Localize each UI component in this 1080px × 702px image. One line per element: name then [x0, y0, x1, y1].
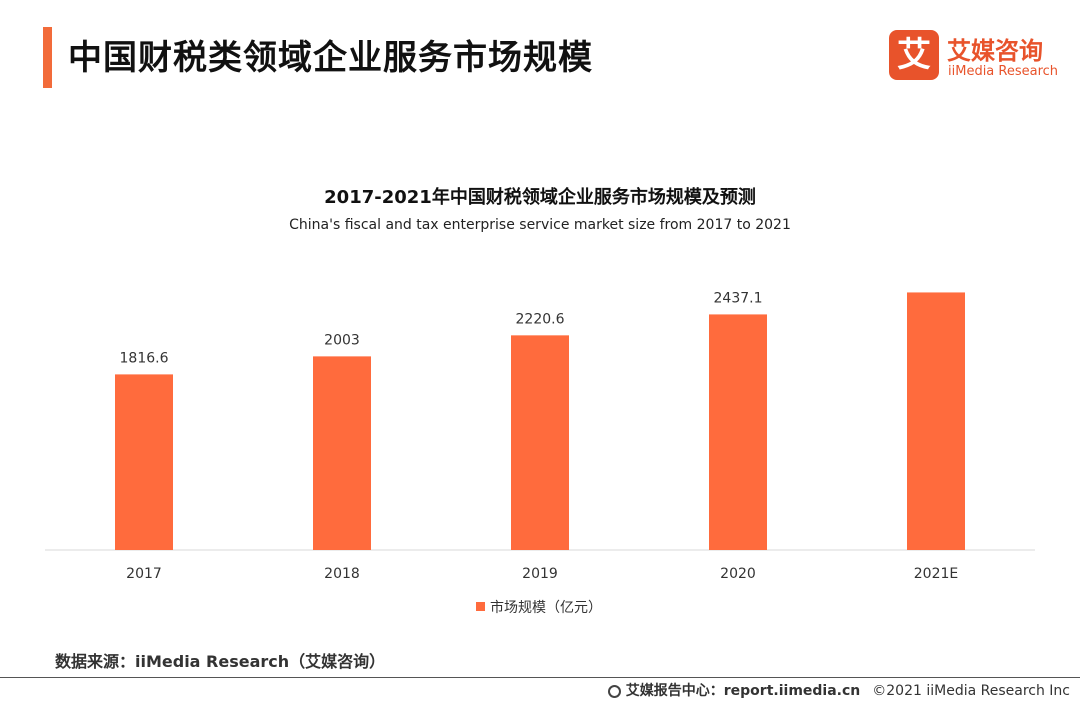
data-label-2018: 2003	[324, 332, 360, 348]
bar-2020	[709, 314, 767, 550]
footer-copyright: ©2021 iiMedia Research Inc	[872, 683, 1070, 699]
data-label-2019: 2220.6	[516, 311, 565, 327]
page-title: 中国财税类领域企业服务市场规模	[68, 38, 593, 78]
x-tick-label-2019: 2019	[522, 566, 558, 582]
x-tick-label-2017: 2017	[126, 566, 162, 582]
footer: 艾媒报告中心：report.iimedia.cn ©2021 iiMedia Re…	[607, 680, 1070, 700]
footer-report-center: 艾媒报告中心：report.iimedia.cn	[625, 683, 861, 699]
title-accent-bar	[43, 27, 52, 88]
x-tick-label-2020: 2020	[720, 566, 756, 582]
chart-title: 2017-2021年中国财税领域企业服务市场规模及预测	[324, 187, 756, 208]
bar-2018	[313, 356, 371, 550]
bar-2019	[511, 335, 569, 550]
logo-name-cn: 艾媒咨询	[947, 37, 1043, 65]
x-tick-label-2018: 2018	[324, 566, 360, 582]
data-label-2020: 2437.1	[714, 290, 763, 306]
legend-swatch	[476, 602, 485, 611]
bar-2021E	[907, 292, 965, 550]
globe-icon	[607, 685, 621, 698]
logo-name-en: iiMedia Research	[948, 64, 1059, 79]
chart-legend: 市场规模（亿元）	[476, 597, 602, 617]
bar-chart: 1816.62017200320182220.620192437.1202026…	[45, 290, 1035, 582]
footer-divider	[0, 677, 1080, 678]
data-source: 数据来源：iiMedia Research（艾媒咨询）	[55, 652, 386, 671]
data-label-2017: 1816.6	[120, 350, 169, 366]
legend-label: 市场规模（亿元）	[490, 600, 602, 616]
bar-2017	[115, 374, 173, 550]
brand-logo: 艾 艾媒咨询 iiMedia Research	[889, 30, 1069, 82]
x-tick-label-2021E: 2021E	[914, 566, 958, 582]
logo-mark: 艾	[889, 30, 939, 80]
chart-subtitle: China's fiscal and tax enterprise servic…	[289, 217, 791, 233]
